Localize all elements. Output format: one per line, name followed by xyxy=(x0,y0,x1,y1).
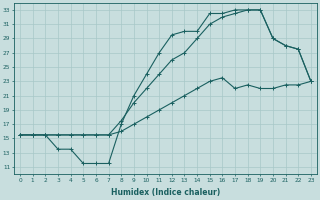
X-axis label: Humidex (Indice chaleur): Humidex (Indice chaleur) xyxy=(111,188,220,197)
